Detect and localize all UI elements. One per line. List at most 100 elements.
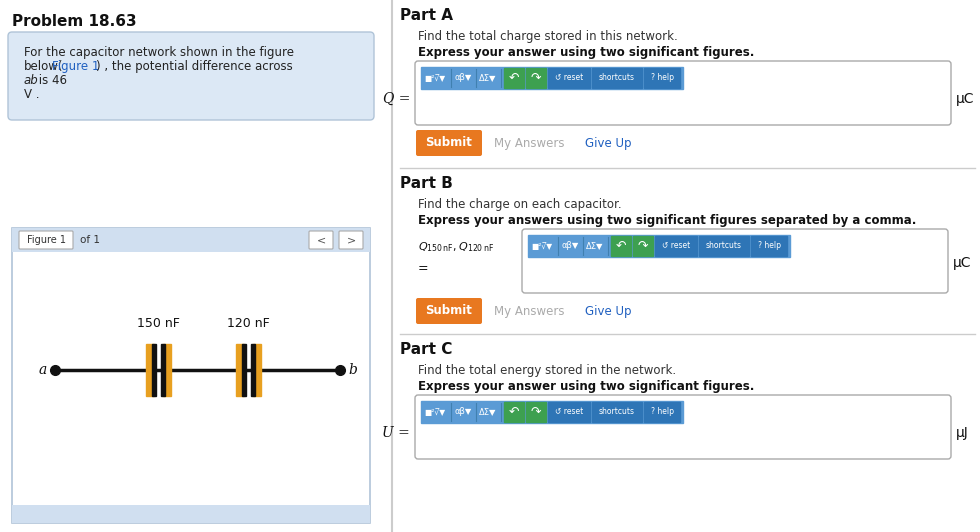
Text: ΔΣ▼: ΔΣ▼ <box>479 408 497 417</box>
Text: Give Up: Give Up <box>585 304 631 318</box>
Text: V .: V . <box>24 88 39 101</box>
Text: a: a <box>39 363 47 377</box>
Bar <box>12 505 370 523</box>
Text: ) , the potential difference across: ) , the potential difference across <box>96 60 293 73</box>
FancyBboxPatch shape <box>416 130 482 156</box>
Bar <box>633 236 653 256</box>
Text: ■²√̅▼: ■²√̅▼ <box>424 73 445 82</box>
Text: <: < <box>317 235 325 245</box>
Text: For the capacitor network shown in the figure: For the capacitor network shown in the f… <box>24 46 294 59</box>
Text: Submit: Submit <box>425 304 472 318</box>
Bar <box>422 68 450 88</box>
Text: μC: μC <box>953 256 971 270</box>
Bar <box>655 236 697 256</box>
Text: ΔΣ▼: ΔΣ▼ <box>586 242 604 251</box>
Bar <box>528 235 790 257</box>
Text: shortcuts: shortcuts <box>599 73 635 82</box>
Bar <box>251 344 255 396</box>
Text: Submit: Submit <box>425 137 472 149</box>
Bar <box>161 344 165 396</box>
FancyBboxPatch shape <box>309 231 333 249</box>
Bar <box>12 228 370 252</box>
Text: U =: U = <box>382 426 410 440</box>
Text: shortcuts: shortcuts <box>706 242 742 251</box>
Bar <box>529 236 557 256</box>
Text: ab: ab <box>24 74 39 87</box>
Text: =: = <box>418 262 428 275</box>
Text: Q =: Q = <box>382 92 410 106</box>
Bar <box>611 236 631 256</box>
Bar <box>421 401 683 423</box>
Text: ■²√̅▼: ■²√̅▼ <box>424 408 445 417</box>
Text: Part A: Part A <box>400 8 453 23</box>
Text: Part C: Part C <box>400 342 453 357</box>
Text: 150 nF: 150 nF <box>136 317 179 330</box>
Bar <box>163 344 171 396</box>
Bar <box>145 344 154 396</box>
Bar <box>504 402 524 422</box>
Text: Figure 1: Figure 1 <box>26 235 66 245</box>
Text: Give Up: Give Up <box>585 137 631 149</box>
Text: is 46: is 46 <box>35 74 67 87</box>
Bar <box>592 402 642 422</box>
Text: ΔΣ▼: ΔΣ▼ <box>479 73 497 82</box>
Bar <box>548 68 590 88</box>
Text: b: b <box>348 363 357 377</box>
FancyBboxPatch shape <box>339 231 363 249</box>
Text: Express your answer using two significant figures.: Express your answer using two significan… <box>418 46 755 59</box>
Text: 120 nF: 120 nF <box>226 317 270 330</box>
Text: Part B: Part B <box>400 176 453 191</box>
Text: ■²√̅▼: ■²√̅▼ <box>531 242 552 251</box>
Text: αβ▼: αβ▼ <box>454 73 471 82</box>
Text: μJ: μJ <box>956 426 969 440</box>
Text: Find the charge on each capacitor.: Find the charge on each capacitor. <box>418 198 621 211</box>
Text: Figure 1: Figure 1 <box>52 60 99 73</box>
Text: ↶: ↶ <box>615 239 626 253</box>
Text: My Answers: My Answers <box>494 137 564 149</box>
FancyBboxPatch shape <box>522 229 948 293</box>
FancyBboxPatch shape <box>19 231 73 249</box>
Text: Problem 18.63: Problem 18.63 <box>12 14 136 29</box>
Text: μC: μC <box>956 92 974 106</box>
Text: >: > <box>346 235 356 245</box>
Text: ↺ reset: ↺ reset <box>555 73 583 82</box>
Bar <box>241 344 246 396</box>
Text: $Q_\mathsf{150\,nF}, Q_\mathsf{120\,nF}$: $Q_\mathsf{150\,nF}, Q_\mathsf{120\,nF}$ <box>418 240 494 254</box>
Text: ↷: ↷ <box>531 71 541 85</box>
Bar <box>422 402 450 422</box>
Text: αβ▼: αβ▼ <box>561 242 578 251</box>
Text: My Answers: My Answers <box>494 304 564 318</box>
Text: ↷: ↷ <box>638 239 648 253</box>
Bar <box>548 402 590 422</box>
Text: shortcuts: shortcuts <box>599 408 635 417</box>
Bar <box>592 68 642 88</box>
Bar <box>644 402 680 422</box>
Bar <box>12 228 370 523</box>
Text: αβ▼: αβ▼ <box>454 408 471 417</box>
Text: ↺ reset: ↺ reset <box>555 408 583 417</box>
FancyBboxPatch shape <box>415 61 951 125</box>
Text: ↺ reset: ↺ reset <box>662 242 690 251</box>
Text: ? help: ? help <box>758 242 780 251</box>
Text: Express your answer using two significant figures.: Express your answer using two significan… <box>418 380 755 393</box>
Bar <box>152 344 156 396</box>
Text: ? help: ? help <box>651 408 673 417</box>
Text: below(: below( <box>24 60 64 73</box>
Bar <box>235 344 243 396</box>
FancyBboxPatch shape <box>8 32 374 120</box>
Bar <box>699 236 749 256</box>
Bar <box>644 68 680 88</box>
Bar <box>253 344 261 396</box>
Text: Express your answers using two significant figures separated by a comma.: Express your answers using two significa… <box>418 214 916 227</box>
Bar <box>751 236 787 256</box>
Bar <box>504 68 524 88</box>
Text: ↶: ↶ <box>509 405 519 419</box>
Text: of 1: of 1 <box>80 235 100 245</box>
Text: ↶: ↶ <box>509 71 519 85</box>
Text: Find the total energy stored in the network.: Find the total energy stored in the netw… <box>418 364 676 377</box>
Text: ↷: ↷ <box>531 405 541 419</box>
Text: Find the total charge stored in this network.: Find the total charge stored in this net… <box>418 30 678 43</box>
FancyBboxPatch shape <box>416 298 482 324</box>
Bar <box>526 402 546 422</box>
FancyBboxPatch shape <box>415 395 951 459</box>
